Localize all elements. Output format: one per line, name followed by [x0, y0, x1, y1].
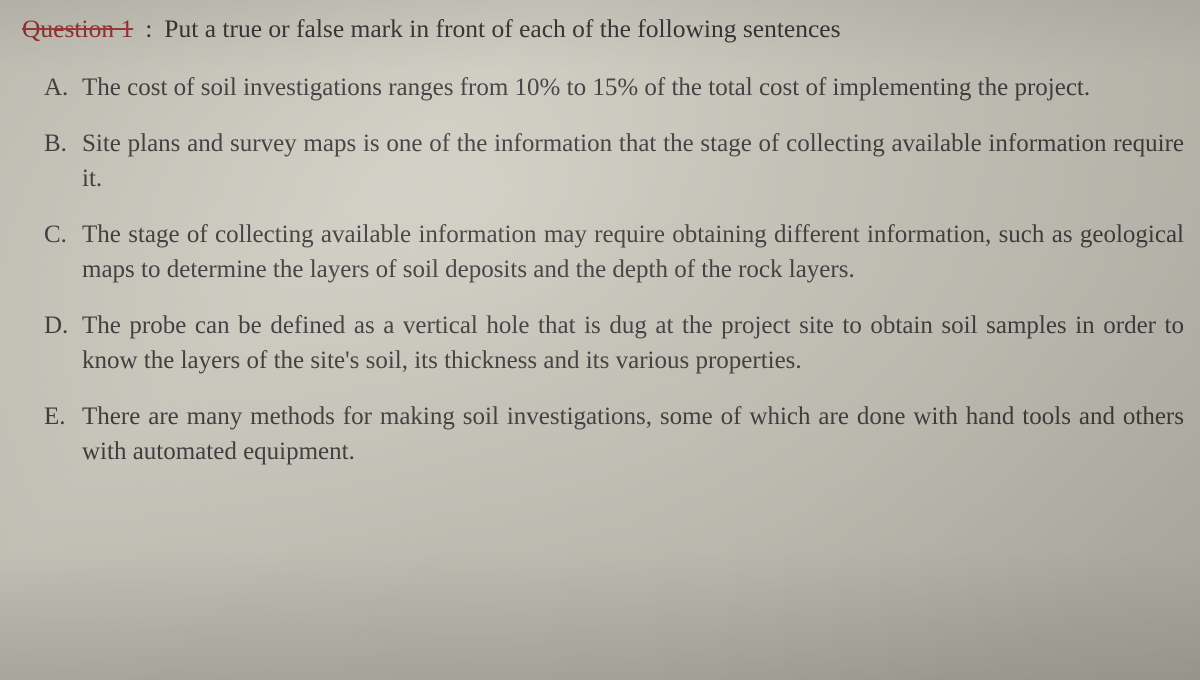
list-item: A. The cost of soil investigations range… — [44, 70, 1184, 106]
item-text: There are many methods for making soil i… — [82, 403, 1184, 466]
list-item: B. Site plans and survey maps is one of … — [44, 126, 1184, 197]
list-item: D. The probe can be defined as a vertica… — [44, 308, 1184, 379]
struck-question-label: Question 1 — [22, 14, 133, 44]
item-text: The cost of soil investigations ranges f… — [82, 74, 1090, 101]
list-item: E. There are many methods for making soi… — [44, 399, 1184, 470]
item-marker: C. — [44, 217, 67, 253]
item-marker: E. — [44, 399, 66, 435]
item-marker: B. — [44, 126, 67, 162]
item-marker: A. — [44, 70, 68, 106]
item-text: Site plans and survey maps is one of the… — [82, 130, 1184, 193]
scan-shade-bottom — [0, 550, 1200, 680]
statements-list: A. The cost of soil investigations range… — [22, 70, 1190, 470]
prompt-colon: : — [145, 14, 152, 44]
item-text: The stage of collecting available inform… — [82, 221, 1184, 284]
item-text: The probe can be defined as a vertical h… — [82, 312, 1184, 375]
struck-question-label-text: Question 1 — [22, 14, 133, 43]
list-item: C. The stage of collecting available inf… — [44, 217, 1184, 288]
prompt-text: Put a true or false mark in front of eac… — [164, 14, 840, 44]
question-prompt: Question 1: Put a true or false mark in … — [22, 14, 1190, 44]
item-marker: D. — [44, 308, 68, 344]
